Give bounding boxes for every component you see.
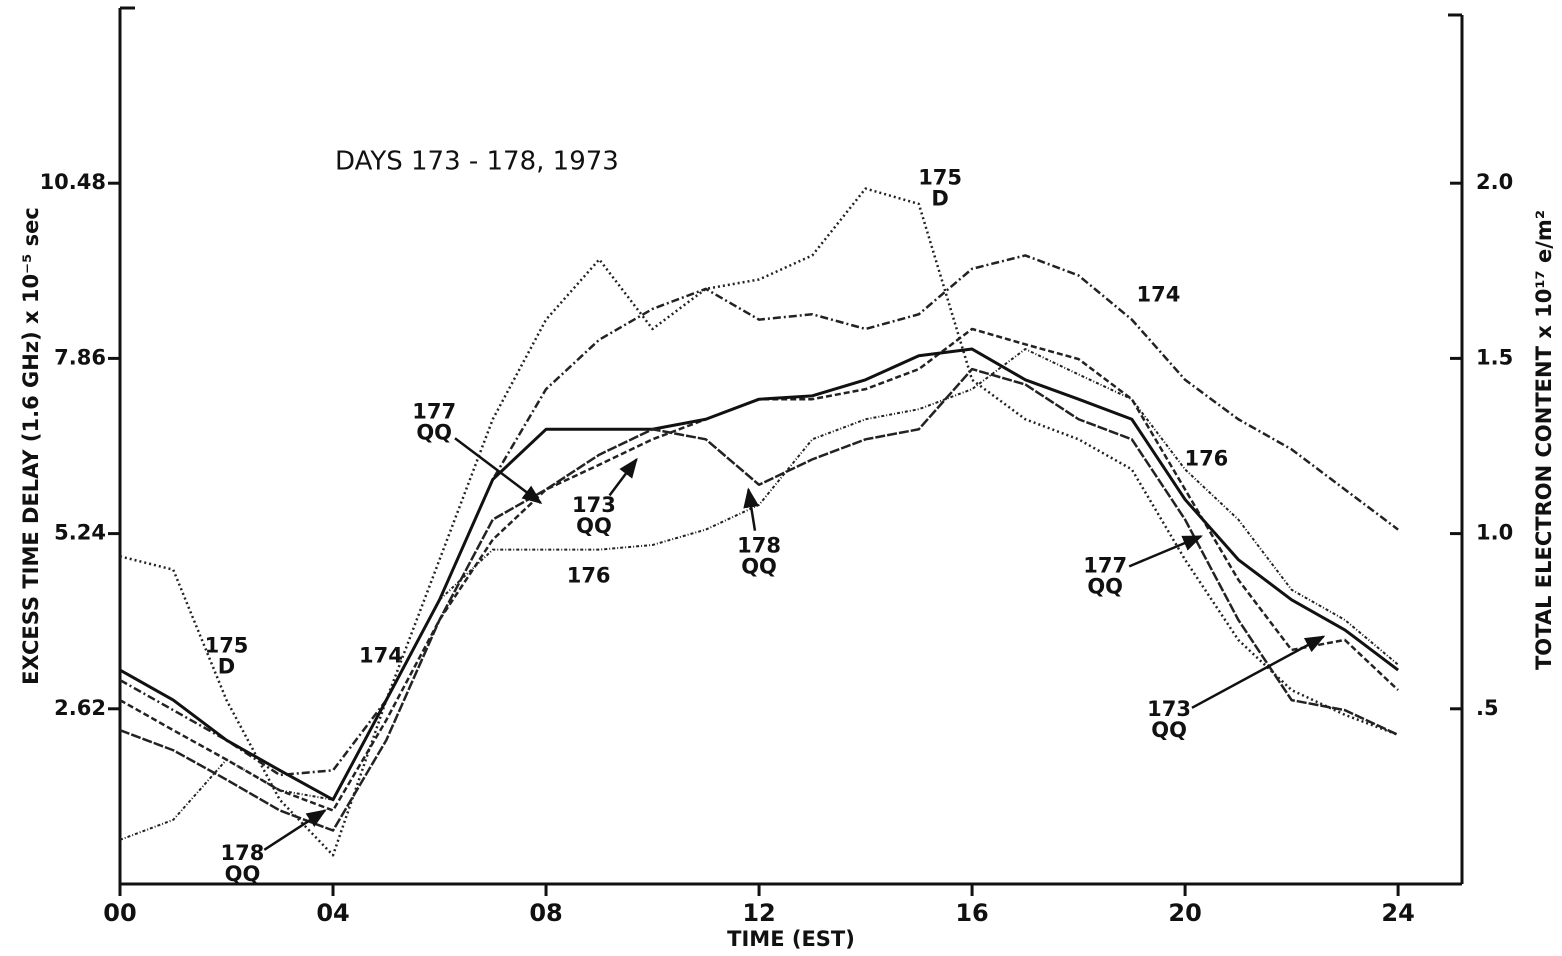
annotation: D bbox=[931, 187, 948, 211]
y2-tick-label: 1.0 bbox=[1476, 521, 1513, 545]
annotation: 175 bbox=[918, 166, 962, 190]
annotation: 173 bbox=[1147, 697, 1191, 721]
annotation: QQ bbox=[225, 862, 261, 886]
series-line bbox=[119, 347, 1400, 802]
x-tick-label: 04 bbox=[316, 899, 349, 927]
y-axis-label: EXCESS TIME DELAY (1.6 GHz) x 10⁻⁵ sec bbox=[19, 207, 43, 685]
y2-axis-label: TOTAL ELECTRON CONTENT x 10¹⁷ e/m² bbox=[1532, 210, 1556, 670]
annotation: 176 bbox=[567, 563, 611, 587]
x-tick-label: 08 bbox=[529, 899, 562, 927]
annotation-arrow bbox=[1128, 535, 1203, 568]
annotation: 177 bbox=[1083, 553, 1127, 577]
y2-tick-label: 2.0 bbox=[1476, 170, 1513, 194]
annotation: 175 bbox=[205, 634, 249, 658]
x-tick-label: 16 bbox=[955, 899, 988, 927]
annotation: QQ bbox=[1087, 574, 1123, 598]
annotation: QQ bbox=[1151, 718, 1187, 742]
y-tick-label: 10.48 bbox=[40, 170, 106, 194]
y-tick-label: 2.62 bbox=[54, 696, 106, 720]
annotation-arrow bbox=[743, 487, 760, 531]
annotation: 176 bbox=[1184, 446, 1228, 470]
x-tick-label: 00 bbox=[103, 899, 136, 927]
series-line bbox=[119, 348, 1399, 841]
annotation: 173 bbox=[572, 493, 616, 517]
annotation: QQ bbox=[576, 514, 612, 538]
annotation: 174 bbox=[1137, 283, 1181, 307]
annotation: 178 bbox=[221, 841, 265, 865]
series-line bbox=[119, 187, 1399, 857]
annotation: 178 bbox=[737, 533, 781, 557]
chart-title: DAYS 173 - 178, 1973 bbox=[335, 147, 619, 177]
y2-tick-label: .5 bbox=[1476, 696, 1499, 720]
y-tick-label: 7.86 bbox=[54, 345, 106, 369]
annotation-arrow bbox=[1191, 635, 1326, 709]
series-line bbox=[119, 254, 1399, 777]
x-tick-label: 12 bbox=[742, 899, 775, 927]
y-tick-label: 5.24 bbox=[54, 521, 106, 545]
annotation: 177 bbox=[412, 400, 456, 424]
x-axis-label: TIME (EST) bbox=[727, 927, 855, 951]
x-tick-label: 24 bbox=[1381, 899, 1414, 927]
annotation-arrow bbox=[263, 809, 327, 851]
annotation: QQ bbox=[741, 554, 777, 578]
annotation-arrow bbox=[608, 457, 638, 497]
annotation: QQ bbox=[416, 421, 452, 445]
annotation: 174 bbox=[359, 644, 403, 668]
annotation-arrow bbox=[454, 437, 543, 505]
y2-tick-label: 1.5 bbox=[1476, 345, 1513, 369]
annotation: D bbox=[218, 655, 235, 679]
x-tick-label: 20 bbox=[1168, 899, 1201, 927]
series-line bbox=[119, 367, 1399, 832]
